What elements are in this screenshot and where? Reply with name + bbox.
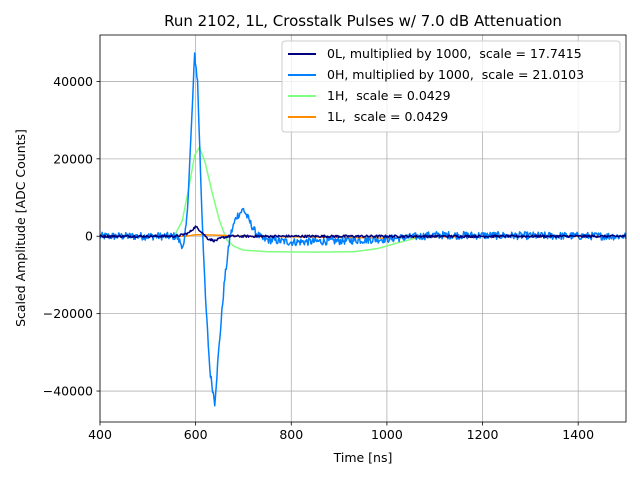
series-line-0 [99, 225, 626, 243]
y-axis-label: Scaled Amplitude [ADC Counts] [13, 129, 28, 327]
legend-box [281, 40, 621, 133]
y-tick-label: 40000 [53, 74, 93, 89]
series-layer [99, 52, 627, 407]
x-tick-label: 1400 [562, 427, 594, 442]
series-line-1 [99, 52, 627, 407]
x-tick-label: 1000 [371, 427, 403, 442]
x-tick-label: 1200 [467, 427, 499, 442]
legend-entry-0l: 0L, multiplied by 1000, scale = 17.7415 [327, 46, 582, 61]
chart-title: Run 2102, 1L, Crosstalk Pulses w/ 7.0 dB… [164, 12, 562, 30]
legend-entry-0h: 0H, multiplied by 1000, scale = 21.0103 [327, 67, 584, 82]
y-tick-label: −40000 [43, 384, 93, 399]
plot-frame [99, 34, 627, 423]
legend-entry-1l: 1L, scale = 0.0429 [327, 109, 448, 124]
y-tick-label: 20000 [53, 151, 93, 166]
x-axis-label: Time [ns] [333, 450, 393, 465]
y-tick-label: 0 [85, 229, 93, 244]
x-tick-label: 600 [184, 427, 208, 442]
axis-ticks: 400 600 800 1000 1200 1400 −40000 −20000 0 20000 4… [43, 74, 594, 442]
x-tick-label: 800 [279, 427, 303, 442]
legend-entry-1h: 1H, scale = 0.0429 [327, 88, 451, 103]
y-tick-label: −20000 [43, 306, 93, 321]
x-tick-label: 400 [88, 427, 112, 442]
legend: 0L, multiplied by 1000, scale = 17.7415 … [281, 40, 621, 133]
